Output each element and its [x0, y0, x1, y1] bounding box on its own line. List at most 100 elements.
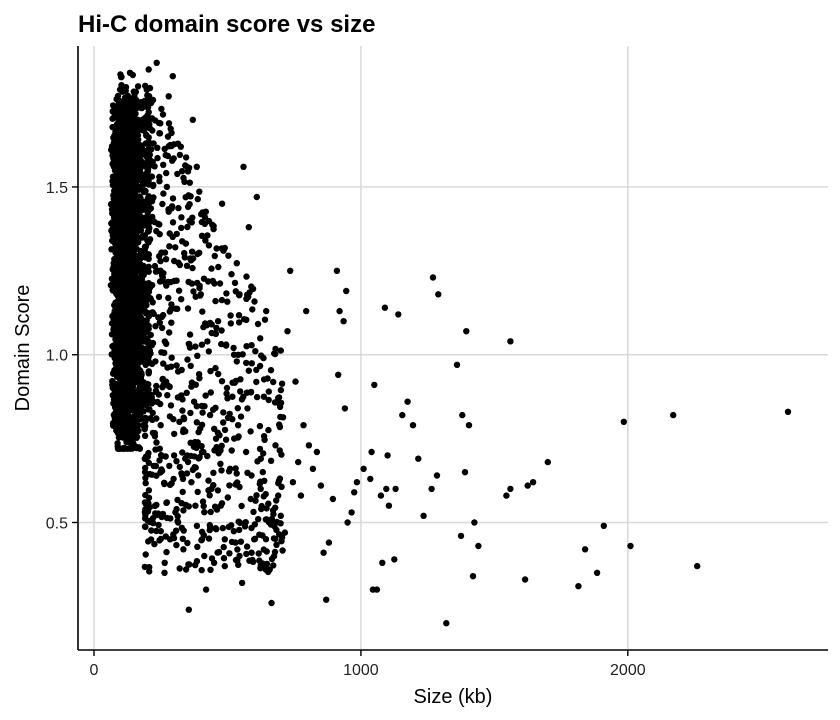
- data-point: [133, 420, 140, 427]
- data-point: [237, 388, 244, 395]
- data-point: [142, 401, 150, 409]
- data-point: [153, 527, 160, 535]
- data-point: [128, 237, 136, 245]
- data-point: [184, 305, 192, 312]
- data-point: [176, 151, 184, 159]
- data-point: [271, 548, 279, 556]
- data-point: [135, 171, 142, 178]
- data-point: [196, 284, 203, 292]
- data-point: [196, 453, 203, 461]
- data-point: [216, 432, 223, 439]
- data-point: [115, 351, 123, 359]
- data-point: [188, 379, 196, 386]
- data-point: [249, 556, 256, 564]
- data-point: [134, 314, 141, 321]
- data-point: [287, 267, 294, 274]
- data-point: [205, 535, 213, 542]
- data-point: [137, 177, 144, 184]
- data-point: [207, 524, 214, 531]
- data-point: [153, 439, 160, 446]
- data-point: [172, 244, 179, 251]
- data-point: [276, 423, 284, 431]
- data-point: [433, 472, 441, 479]
- data-point: [113, 408, 121, 416]
- data-point: [138, 200, 146, 207]
- data-point: [173, 362, 180, 369]
- data-point: [188, 248, 196, 255]
- data-point: [109, 286, 117, 293]
- data-point: [227, 312, 234, 319]
- data-point: [126, 285, 133, 293]
- data-point: [253, 366, 260, 374]
- data-point: [155, 293, 163, 301]
- data-point: [235, 319, 243, 326]
- data-point: [185, 192, 192, 199]
- data-point: [157, 535, 164, 543]
- chart-title: Hi-C domain score vs size: [78, 11, 375, 38]
- data-point: [108, 351, 115, 358]
- data-point: [142, 114, 150, 121]
- data-point: [165, 93, 172, 100]
- data-point: [127, 420, 134, 427]
- data-point: [320, 549, 327, 556]
- data-point: [141, 432, 149, 439]
- data-point: [152, 358, 159, 365]
- data-point: [379, 559, 386, 566]
- data-point: [395, 311, 402, 318]
- data-point: [167, 306, 175, 313]
- data-point: [694, 562, 701, 570]
- data-point: [142, 479, 149, 487]
- data-point: [232, 539, 239, 546]
- data-point: [184, 203, 192, 210]
- data-point: [175, 259, 182, 266]
- data-point: [213, 324, 220, 332]
- data-point: [140, 271, 147, 278]
- data-point: [277, 347, 284, 354]
- data-point: [212, 297, 219, 305]
- data-point: [179, 396, 186, 403]
- data-point: [154, 154, 161, 162]
- data-point: [142, 523, 149, 531]
- data-point: [128, 368, 135, 375]
- data-point: [220, 409, 227, 416]
- data-point: [190, 288, 197, 295]
- data-point: [163, 499, 171, 506]
- data-point: [415, 455, 422, 462]
- data-point: [202, 586, 210, 593]
- data-point: [111, 167, 119, 174]
- data-point: [174, 170, 181, 178]
- data-point: [182, 428, 189, 435]
- data-point: [325, 539, 333, 546]
- data-point: [146, 225, 153, 232]
- data-point: [198, 341, 206, 348]
- data-point: [151, 540, 158, 548]
- data-point: [185, 340, 192, 347]
- data-point: [243, 316, 250, 323]
- data-point: [148, 342, 156, 349]
- data-point: [179, 488, 186, 496]
- data-point: [429, 274, 437, 281]
- data-point: [115, 113, 123, 120]
- data-point: [201, 552, 208, 560]
- data-point: [575, 583, 582, 590]
- data-point: [186, 179, 193, 186]
- data-point: [162, 256, 170, 263]
- data-point: [243, 550, 250, 558]
- data-point: [185, 561, 192, 568]
- data-point: [120, 190, 127, 197]
- data-point: [335, 371, 342, 378]
- data-point: [215, 548, 223, 556]
- data-point: [119, 361, 127, 368]
- data-point: [213, 245, 220, 252]
- data-point: [124, 408, 131, 415]
- data-point: [137, 376, 145, 383]
- data-point: [162, 378, 170, 385]
- data-point: [260, 450, 267, 457]
- data-point: [234, 405, 241, 412]
- data-point: [130, 155, 138, 162]
- data-point: [333, 267, 341, 274]
- data-point: [249, 306, 256, 313]
- data-point: [265, 388, 272, 395]
- data-point: [206, 411, 214, 419]
- data-point: [784, 408, 792, 415]
